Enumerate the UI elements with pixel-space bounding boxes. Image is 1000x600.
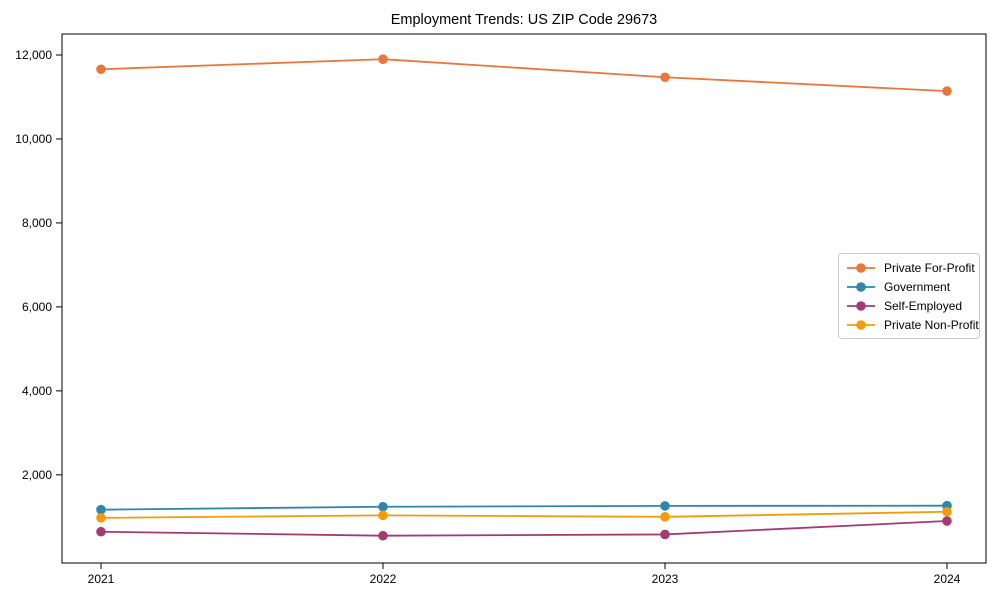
legend-marker-private-non-profit	[847, 319, 875, 330]
y-tick-label: 4,000	[22, 384, 52, 398]
data-point-private-for-profit	[378, 54, 388, 64]
data-point-government	[378, 501, 388, 512]
x-tick-label: 2021	[88, 572, 115, 586]
legend-marker-self-employed	[847, 300, 875, 311]
y-tick-label: 10,000	[15, 132, 52, 146]
legend-label: Private Non-Profit	[884, 317, 979, 332]
legend-marker-private-for-profit	[847, 262, 875, 273]
data-point-private-for-profit	[660, 72, 670, 83]
x-tick-label: 2022	[370, 572, 397, 586]
data-point-self-employed	[942, 516, 952, 526]
x-tick-label: 2024	[934, 572, 961, 586]
data-point-self-employed	[660, 529, 670, 540]
data-point-private-for-profit	[96, 64, 106, 75]
legend-item-government: Government	[846, 278, 972, 296]
legend-label: Government	[884, 279, 951, 294]
legend-item-private-for-profit: Private For-Profit	[846, 259, 975, 277]
y-tick-label: 6,000	[22, 300, 52, 314]
legend-marker-government	[847, 281, 875, 292]
data-point-private-non-profit	[660, 512, 670, 522]
series-line-private-for-profit	[100, 58, 948, 92]
series-line-self-employed	[100, 520, 948, 537]
legend-label: Self-Employed	[884, 298, 963, 313]
series-line-private-non-profit	[100, 510, 948, 519]
chart-title: Employment Trends: US ZIP Code 29673	[390, 12, 658, 28]
data-point-self-employed	[96, 526, 106, 537]
plot-border	[61, 33, 987, 564]
legend-item-self-employed: Self-Employed	[846, 297, 972, 315]
data-point-private-non-profit	[96, 513, 106, 523]
y-tick-label: 2,000	[22, 468, 52, 482]
data-point-government	[96, 504, 106, 515]
x-tick-label: 2023	[652, 572, 679, 586]
data-point-private-for-profit	[942, 86, 952, 96]
data-point-private-non-profit	[378, 510, 388, 521]
legend-item-private-non-profit: Private Non-Profit	[846, 316, 979, 334]
data-point-self-employed	[378, 530, 388, 541]
series-line-government	[100, 504, 948, 511]
data-point-private-non-profit	[942, 506, 952, 517]
y-tick-label: 12,000	[15, 48, 52, 62]
data-point-government	[660, 501, 670, 511]
legend: Private For-Profit Government Self-Employe…	[838, 253, 980, 339]
legend-label: Private For-Profit	[884, 260, 975, 275]
y-tick-label: 8,000	[22, 216, 52, 230]
